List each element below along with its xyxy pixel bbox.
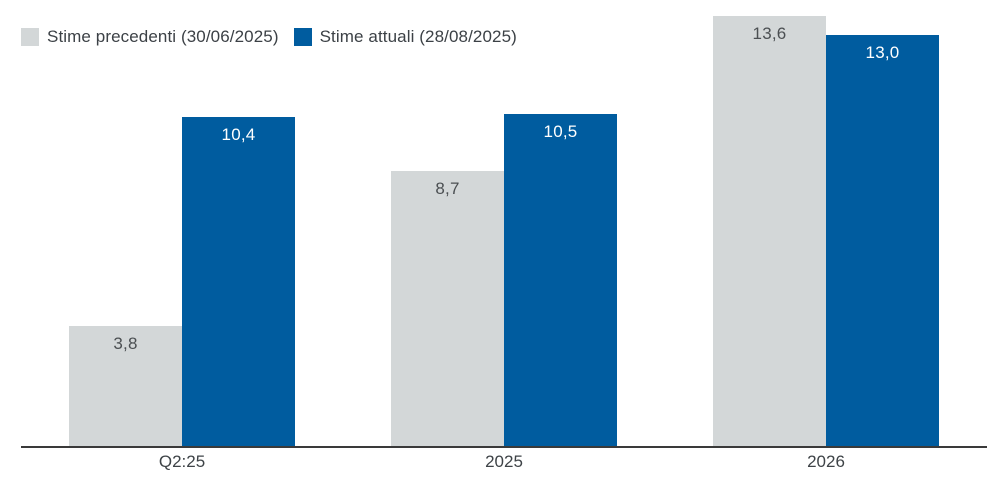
legend-item-stime-precedenti: Stime precedenti (30/06/2025): [21, 27, 279, 47]
bar-group-q2-25: 3,8 10,4: [21, 0, 343, 446]
legend-swatch-gray: [21, 28, 39, 46]
bar-value-label: 13,6: [752, 24, 787, 43]
bar-group-2026: 13,6 13,0: [665, 0, 987, 446]
bar-stime-precedenti-q2-25: 3,8: [69, 326, 182, 446]
bar-group-2025: 8,7 10,5: [343, 0, 665, 446]
x-axis-label-2025: 2025: [485, 452, 523, 471]
legend-swatch-blue: [293, 28, 312, 46]
bar-value-label: 10,5: [543, 122, 578, 141]
legend-label-stime-attuali: Stime attuali (28/08/2025): [319, 27, 517, 46]
x-axis-labels: Q2:25 2025 2026: [21, 452, 987, 472]
bar-stime-attuali-q2-25: 10,4: [182, 117, 295, 446]
bar-value-label: 3,8: [113, 334, 138, 353]
bar-value-label: 8,7: [435, 179, 460, 198]
x-axis-label-2026: 2026: [807, 452, 845, 471]
legend-item-stime-attuali: Stime attuali (28/08/2025): [293, 27, 517, 47]
plot-area: 3,8 10,4 8,7 10,5 13,6 13,0: [21, 0, 987, 446]
bar-stime-attuali-2026: 13,0: [826, 35, 939, 446]
legend-label-stime-precedenti: Stime precedenti (30/06/2025): [47, 27, 279, 46]
x-axis-label-q2-25: Q2:25: [158, 452, 206, 471]
bar-value-label: 13,0: [865, 43, 900, 62]
bar-stime-attuali-2025: 10,5: [504, 114, 617, 446]
bar-stime-precedenti-2026: 13,6: [713, 16, 826, 446]
bar-stime-precedenti-2025: 8,7: [391, 171, 504, 446]
x-axis-line: [21, 446, 987, 448]
bar-value-label: 10,4: [221, 125, 256, 144]
legend: Stime precedenti (30/06/2025) Stime attu…: [21, 27, 517, 47]
